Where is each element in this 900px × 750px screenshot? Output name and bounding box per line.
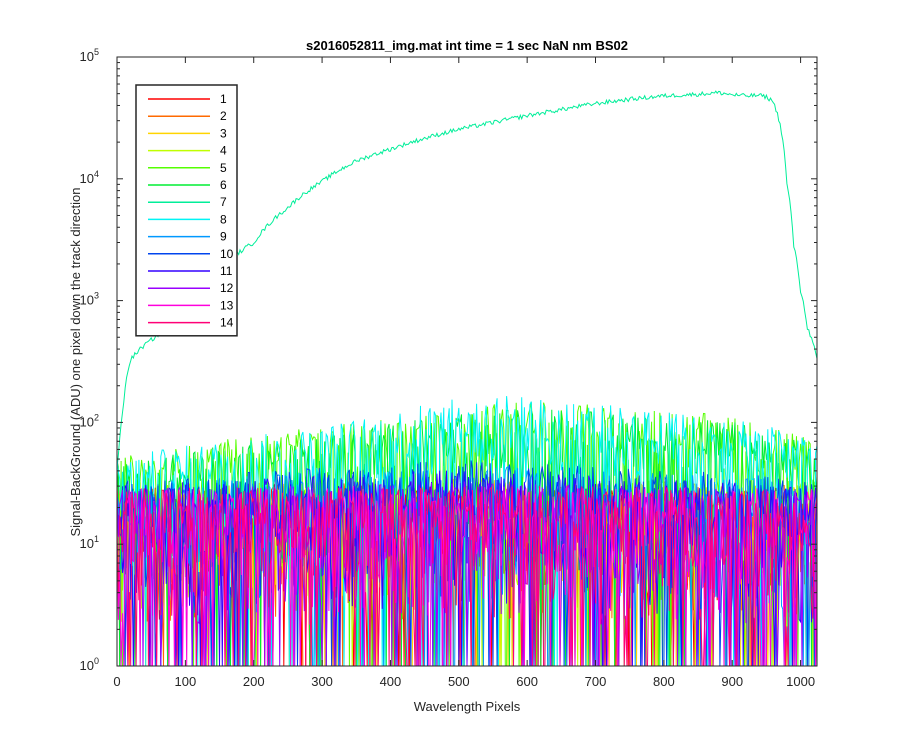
x-tick-label: 900 [721, 674, 743, 689]
series-line-14 [117, 486, 817, 666]
x-tick-label: 0 [113, 674, 120, 689]
legend-label-5: 5 [220, 161, 227, 175]
y-tick-exponent: 5 [94, 47, 99, 57]
y-tick-base: 10 [80, 293, 94, 308]
legend-label-6: 6 [220, 178, 227, 192]
x-tick-label: 300 [311, 674, 333, 689]
y-tick-label: 101 [80, 534, 99, 551]
legend-label-1: 1 [220, 92, 227, 106]
series-layer [117, 90, 817, 666]
x-axis-label: Wavelength Pixels [414, 699, 521, 714]
x-tick-label: 200 [243, 674, 265, 689]
y-tick-base: 10 [80, 536, 94, 551]
legend-label-11: 11 [220, 264, 233, 278]
legend-label-12: 12 [220, 281, 234, 295]
y-tick-label: 105 [80, 47, 99, 64]
y-tick-exponent: 3 [94, 291, 99, 301]
legend-label-3: 3 [220, 126, 227, 140]
y-tick-label: 104 [80, 169, 99, 186]
legend-label-14: 14 [220, 316, 234, 330]
x-tick-label: 700 [585, 674, 607, 689]
y-tick-base: 10 [80, 414, 94, 429]
series-line-13 [117, 485, 817, 666]
y-tick-label: 102 [80, 412, 99, 429]
legend-box [135, 84, 238, 337]
x-tick-label: 1000 [786, 674, 815, 689]
legend-label-13: 13 [220, 298, 234, 312]
y-tick-label: 103 [80, 291, 99, 308]
legend-label-8: 8 [220, 212, 227, 226]
ticks-layer: 0 100 200 300 400 500 600 700 800 900 100010010110… [80, 47, 817, 689]
y-tick-label: 100 [80, 656, 99, 673]
y-tick-base: 10 [80, 658, 94, 673]
y-tick-exponent: 2 [94, 412, 99, 422]
plot-frame [116, 56, 818, 667]
x-tick-label: 500 [448, 674, 470, 689]
legend-label-10: 10 [220, 247, 234, 261]
x-tick-label: 600 [516, 674, 538, 689]
x-tick-label: 100 [175, 674, 197, 689]
y-tick-base: 10 [80, 49, 94, 64]
legend-label-2: 2 [220, 109, 227, 123]
y-tick-exponent: 4 [94, 169, 99, 179]
legend-label-4: 4 [220, 144, 227, 158]
x-tick-label: 400 [380, 674, 402, 689]
legend-label-9: 9 [220, 230, 227, 244]
y-axis-label: Signal-BackGround (ADU) one pixel down t… [68, 187, 83, 536]
y-tick-base: 10 [80, 171, 94, 186]
chart-title: s2016052811_img.mat int time = 1 sec NaN… [306, 38, 628, 53]
legend-label-7: 7 [220, 195, 227, 209]
y-tick-exponent: 1 [94, 534, 99, 544]
x-tick-label: 800 [653, 674, 675, 689]
y-tick-exponent: 0 [94, 656, 99, 666]
series-line-10 [117, 460, 817, 666]
series-line-8 [117, 396, 817, 666]
